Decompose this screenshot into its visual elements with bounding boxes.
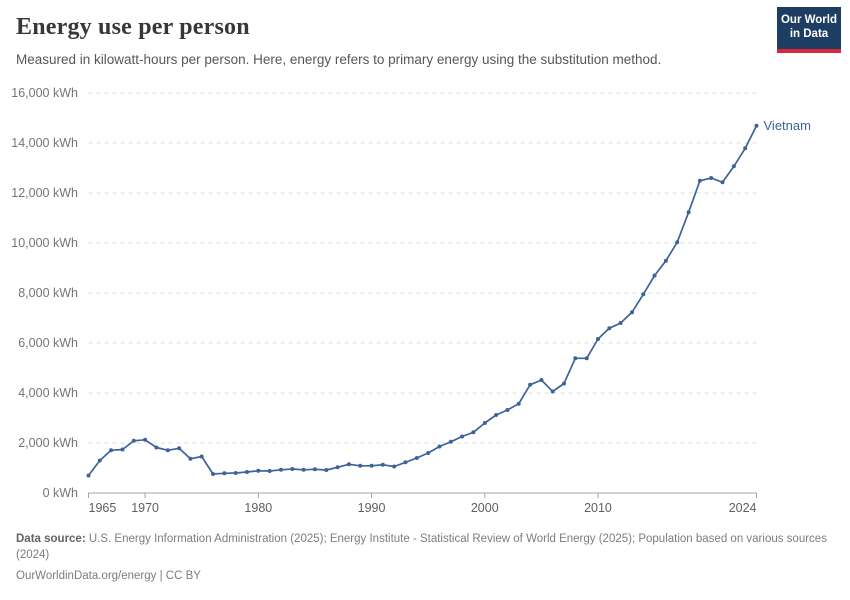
- data-point[interactable]: [709, 176, 714, 180]
- data-point[interactable]: [675, 240, 680, 245]
- data-point[interactable]: [505, 408, 510, 412]
- data-point[interactable]: [358, 463, 363, 468]
- license-badge: | CC BY: [159, 570, 201, 582]
- data-point[interactable]: [188, 456, 193, 461]
- data-point[interactable]: [414, 456, 419, 460]
- data-point[interactable]: [109, 448, 114, 453]
- data-point[interactable]: [131, 438, 136, 443]
- chart-area: 0 kWh 2,000 kWh 4,000 kWh 6,000 kWh 8,000 kW…: [0, 85, 850, 530]
- data-point[interactable]: [177, 446, 182, 451]
- data-point[interactable]: [743, 146, 748, 151]
- data-point[interactable]: [731, 164, 736, 169]
- data-point[interactable]: [154, 445, 159, 450]
- x-tick-label: 1980: [244, 501, 272, 515]
- data-point[interactable]: [403, 460, 408, 465]
- owid-logo[interactable]: Our World in Data: [777, 7, 841, 53]
- data-point[interactable]: [426, 451, 431, 455]
- chart-subtitle: Measured in kilowatt-hours per person. H…: [16, 52, 662, 67]
- data-point[interactable]: [97, 458, 102, 463]
- data-source-label: Data source:: [16, 533, 86, 545]
- data-point[interactable]: [369, 463, 374, 468]
- y-tick-label: 2,000 kWh: [18, 436, 78, 450]
- data-point[interactable]: [335, 465, 340, 470]
- owid-logo-line1: Our World: [780, 14, 837, 26]
- data-point[interactable]: [448, 439, 453, 444]
- data-point[interactable]: [437, 444, 442, 449]
- y-tick-label: 10,000 kWh: [11, 236, 78, 250]
- data-point[interactable]: [652, 273, 657, 278]
- data-point[interactable]: [392, 464, 397, 469]
- data-point[interactable]: [312, 467, 317, 472]
- data-point[interactable]: [686, 210, 691, 215]
- data-point[interactable]: [290, 467, 295, 471]
- data-point[interactable]: [584, 356, 589, 361]
- line-chart[interactable]: 0 kWh 2,000 kWh 4,000 kWh 6,000 kWh 8,000 kW…: [0, 85, 850, 530]
- data-point[interactable]: [380, 462, 385, 467]
- data-point[interactable]: [279, 467, 283, 472]
- data-point[interactable]: [550, 389, 555, 394]
- data-point[interactable]: [754, 123, 759, 128]
- data-point[interactable]: [256, 468, 261, 473]
- data-point[interactable]: [494, 413, 499, 417]
- data-point[interactable]: [267, 469, 272, 473]
- data-point[interactable]: [720, 180, 725, 185]
- data-point[interactable]: [211, 472, 215, 476]
- x-tick-label: 1990: [358, 501, 386, 515]
- data-point[interactable]: [165, 448, 170, 453]
- y-tick-label: 8,000 kWh: [18, 286, 78, 300]
- data-point[interactable]: [528, 382, 533, 387]
- data-point[interactable]: [697, 178, 702, 183]
- y-tick-label: 16,000 kWh: [11, 86, 78, 100]
- vietnam-line: [87, 124, 758, 477]
- data-point[interactable]: [516, 401, 521, 406]
- data-point[interactable]: [596, 337, 600, 341]
- data-point[interactable]: [618, 321, 623, 325]
- data-point[interactable]: [301, 467, 306, 472]
- y-tick-label: 0 kWh: [43, 486, 78, 500]
- citation-line: OurWorldinData.org/energy | CC BY: [16, 568, 834, 584]
- data-point[interactable]: [324, 468, 329, 472]
- y-tick-label: 6,000 kWh: [18, 336, 78, 350]
- series-end-label[interactable]: Vietnam: [763, 117, 811, 133]
- x-tick-label: 1965: [89, 501, 117, 515]
- x-tick-label: 1970: [131, 501, 159, 515]
- data-point[interactable]: [245, 470, 249, 474]
- data-point[interactable]: [539, 378, 544, 382]
- owid-logo-line2: in Data: [789, 28, 829, 41]
- data-point[interactable]: [562, 381, 566, 386]
- data-point[interactable]: [143, 437, 148, 442]
- data-point[interactable]: [120, 447, 125, 452]
- y-tick-label: 14,000 kWh: [11, 136, 78, 150]
- data-point[interactable]: [471, 430, 476, 435]
- data-point[interactable]: [663, 258, 668, 263]
- owid-url-link[interactable]: OurWorldinData.org/energy: [16, 570, 157, 582]
- data-point[interactable]: [482, 421, 487, 425]
- x-tick-label: 2000: [471, 501, 499, 515]
- data-point[interactable]: [346, 462, 351, 467]
- data-point[interactable]: [460, 434, 465, 439]
- data-source-line: Data source: U.S. Energy Information Adm…: [16, 531, 834, 563]
- data-source-text: U.S. Energy Information Administration (…: [16, 533, 827, 561]
- x-tick-label: 2010: [584, 501, 612, 515]
- chart-footer: Data source: U.S. Energy Information Adm…: [16, 531, 834, 584]
- data-point[interactable]: [641, 292, 646, 297]
- data-point[interactable]: [630, 310, 634, 315]
- y-tick-label: 12,000 kWh: [11, 186, 78, 200]
- page-title: Energy use per person: [16, 14, 250, 40]
- data-point[interactable]: [222, 471, 227, 476]
- data-point[interactable]: [199, 454, 204, 459]
- data-point[interactable]: [607, 326, 612, 331]
- x-tick-label: 2024: [729, 501, 757, 515]
- y-tick-label: 4,000 kWh: [18, 386, 78, 400]
- data-point[interactable]: [86, 473, 91, 478]
- data-point[interactable]: [233, 471, 238, 475]
- data-point[interactable]: [573, 356, 578, 361]
